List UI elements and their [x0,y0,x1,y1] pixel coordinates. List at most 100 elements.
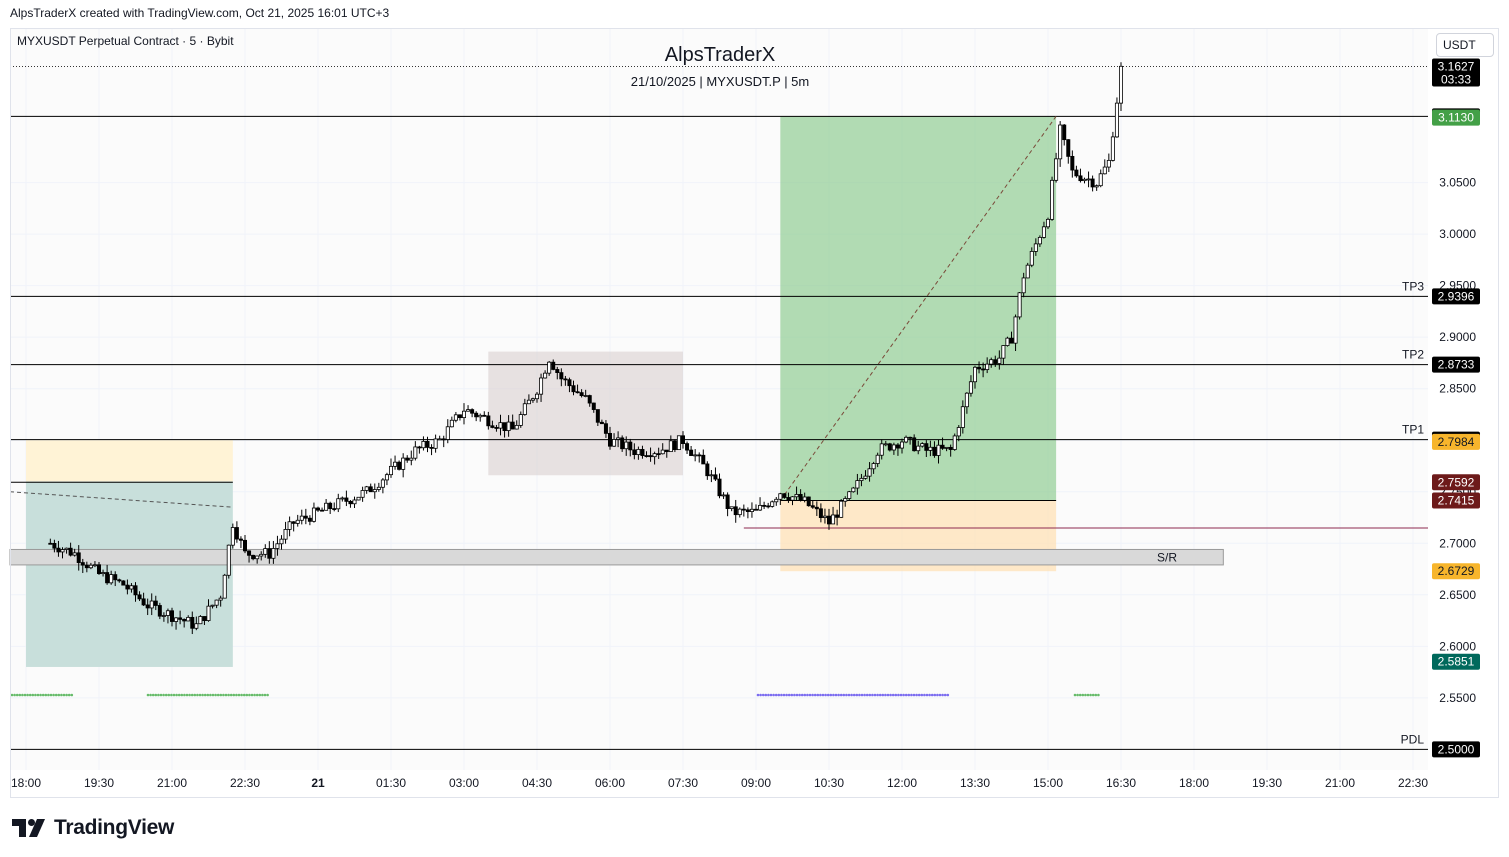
x-tick-label: 19:30 [84,776,114,790]
indicator-dot [936,693,939,697]
candle-body [153,600,158,606]
logo-text: TradingView [54,816,175,839]
tradingview-logo[interactable]: TradingView [12,815,174,841]
indicator-dot [157,693,160,697]
indicator-dot [1078,693,1082,697]
indicator-dot [829,693,833,697]
candle-body [948,446,953,450]
price-tag-label: 2.9396 [1438,289,1475,303]
indicator-dot [28,693,32,697]
price-tag [1432,356,1480,373]
currency-button[interactable]: USDT [1436,33,1494,57]
symbol-label[interactable]: MYXUSDT Perpetual Contract · 5 · Bybit [17,34,234,48]
candle-body [709,474,714,477]
candle-body [311,507,316,522]
x-tick-label: 19:30 [1252,776,1282,790]
candle-body [194,623,199,629]
price-axis: 3.05003.00002.95002.90002.85002.80002.75… [1432,58,1480,758]
prior-range-upper [26,440,233,482]
candle-body [178,617,183,620]
candle-body [133,585,138,596]
chart-frame [10,28,1499,798]
indicator-dot [871,693,874,697]
credit-text: AlpsTraderX created with TradingView.com… [10,6,390,20]
candle-body [737,508,742,516]
candle-body [380,479,385,488]
level-label: TP2 [1402,348,1424,362]
candle-body [636,449,641,456]
candle-body [76,552,81,563]
indicator-dot [248,693,251,697]
indicator-dot [1081,693,1085,697]
candle-body [733,506,738,516]
chart-title: AlpsTraderX [664,44,776,66]
indicator-dot [57,693,61,697]
candle-body [912,437,917,452]
price-tag-label: 3.1130 [1438,111,1474,125]
candle-body [60,549,65,553]
candle-body [1017,292,1022,318]
indicator-dot [253,693,256,697]
candle-body [80,562,85,566]
candle-body [113,574,118,581]
candle-body [758,504,763,511]
candle-body [161,615,166,617]
candle-body [855,480,860,489]
x-tick-label: 10:30 [814,776,844,790]
candle-body [530,398,535,401]
candle-body [1119,65,1124,104]
indicator-dot [863,693,866,697]
indicator-dot [235,693,238,697]
price-tag [1432,474,1480,491]
candle-body [883,443,888,446]
indicator-dot [793,693,796,697]
candle-body [1082,178,1087,182]
x-tick-label: 18:00 [1179,776,1209,790]
candle-body [555,369,560,374]
candle-body [774,498,779,503]
candles [48,62,1124,635]
indicator-dot [1084,693,1087,697]
candle-body [839,500,844,518]
indicator-dot [49,693,53,697]
indicator-dot [785,693,788,697]
candle-body [851,487,856,493]
indicator-dot [800,693,804,697]
indicator-dot [15,693,19,697]
candle-body [518,414,523,426]
candle-body [348,500,353,505]
indicator-dot [798,693,801,697]
x-tick-label: 07:30 [668,776,698,790]
indicator-dot [904,693,908,697]
candle-body [729,506,734,509]
x-tick-label: 18:00 [11,776,41,790]
indicator-dot [1094,693,1098,697]
candle-body [433,438,438,449]
indicator-dot [162,693,165,697]
indicator-dot [172,693,176,697]
candle-body [92,564,97,567]
candle-body [587,395,592,404]
price-tag [1432,741,1480,758]
indicator-dot [767,693,770,697]
indicator-dot [1091,693,1095,697]
candle-body [328,502,333,509]
indicator-dot [839,693,843,697]
candle-body [952,435,957,450]
candle-body [368,486,373,493]
candle-body [770,501,775,507]
candle-body [827,515,832,525]
candle-body [660,449,665,455]
candle-body [672,440,677,451]
price-tag-label: 2.7592 [1438,475,1475,489]
indicator-dot [897,693,900,697]
indicator-dot [824,693,827,697]
candle-body [482,414,487,417]
candle-body [449,419,454,428]
indicator-dot [855,693,859,697]
candle-body [295,519,300,524]
indicator-dot [774,693,778,697]
indicator-dot [39,693,42,697]
candle-body [895,444,900,449]
